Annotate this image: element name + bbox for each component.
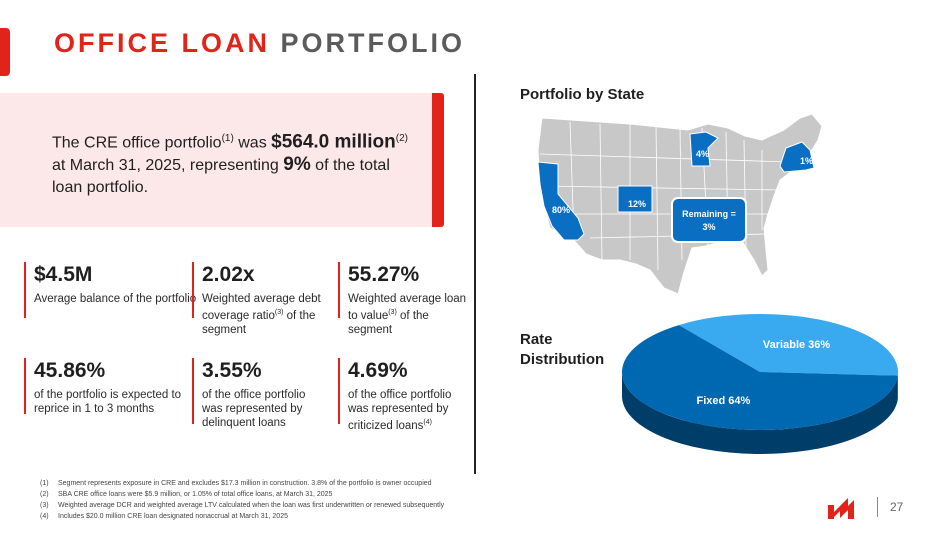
us-state-map: Remaining = 3% 80% 12% 4% 1% (537, 113, 823, 295)
page-number: 27 (890, 500, 904, 514)
pie-slice-side-fixed (622, 372, 898, 455)
summary-amount: $564.0 million (271, 131, 396, 153)
state-colorado (617, 185, 653, 213)
state-minnesota (689, 131, 719, 167)
stat-value: $4.5M (34, 263, 93, 286)
map-title: Portfolio by State (520, 86, 645, 103)
remaining-box: Remaining = 3% (671, 197, 747, 243)
stat-description: Weighted average loan to value(3) of the… (348, 293, 467, 336)
remaining-line-1: Remaining = (682, 209, 736, 219)
footnote-ref: (4) (423, 419, 432, 426)
remaining-line-2: 3% (702, 222, 715, 232)
footnote-ref: (3) (274, 309, 284, 316)
stat-description: Average balance of the portfolio (34, 293, 197, 305)
stat-description: of the office portfolio was represented … (348, 389, 452, 432)
stat-delinquent: 3.55% of the office portfolio was repres… (192, 358, 322, 429)
title-accent-bar (0, 28, 10, 76)
footnote-ref: (1) (221, 133, 234, 144)
summary-part: of the total loan portfolio. (52, 157, 390, 197)
pie-slice-variable (678, 314, 898, 376)
page-title: OFFICE LOAN PORTFOLIO (54, 28, 465, 59)
title-part-2: PORTFOLIO (280, 28, 466, 58)
summary-panel (0, 93, 432, 227)
stat-description: Weighted average debt coverage ratio(3) … (202, 293, 321, 336)
stat-debt-coverage-ratio: 2.02x Weighted average debt coverage rat… (192, 262, 328, 336)
stat-value: 55.27% (348, 263, 420, 286)
summary-text: The CRE office portfolio(1) was $564.0 m… (52, 128, 422, 199)
state-new-york (779, 141, 815, 173)
stat-value: 45.86% (34, 359, 106, 382)
pie-label-fixed: Fixed 64% (697, 395, 751, 407)
stat-value: 4.69% (348, 359, 408, 382)
footnote: (4) Includes $20.0 million CRE loan desig… (40, 513, 288, 520)
stat-value: 3.55% (202, 359, 262, 382)
footnote: (1) Segment represents exposure in CRE an… (40, 480, 432, 487)
page-number-separator (877, 497, 878, 517)
summary-part: The CRE office portfolio (52, 134, 222, 152)
label-colorado: 12% (628, 199, 646, 209)
pie-slice-fixed (622, 325, 898, 430)
footnote-ref: (3) (388, 309, 397, 316)
stat-criticized: 4.69% of the office portfolio was repres… (338, 358, 468, 432)
footnotes: (1) Segment represents exposure in CRE an… (40, 478, 444, 522)
title-part-1: OFFICE LOAN (54, 28, 270, 58)
company-logo (828, 498, 854, 519)
summary-part: at March 31, 2025, representing (52, 157, 284, 175)
stat-description: of the portfolio is expected to reprice … (34, 389, 182, 415)
state-california (537, 161, 585, 241)
stat-reprice: 45.86% of the portfolio is expected to r… (24, 358, 184, 415)
remaining-box-bg (671, 197, 747, 243)
column-divider (474, 74, 476, 474)
label-california: 80% (552, 205, 570, 215)
rate-distribution-title: Rate Distribution (520, 331, 605, 368)
summary-percentage: 9% (283, 154, 311, 176)
stat-loan-to-value: 55.27% Weighted average loan to value(3)… (338, 262, 468, 336)
stat-average-balance: $4.5M Average balance of the portfolio (24, 262, 200, 318)
stat-description: of the office portfolio was represented … (202, 389, 306, 429)
summary-part: was (233, 134, 272, 152)
footnote: (3) Weighted average DCR and weighted ave… (40, 502, 445, 509)
footnote: (2) SBA CRE office loans were $5.9 millio… (40, 491, 333, 498)
footnote-ref: (2) (395, 133, 408, 144)
pie-label-variable: Variable 36% (763, 339, 830, 351)
stat-value: 2.02x (202, 263, 255, 286)
label-new-york: 1% (800, 156, 813, 166)
summary-accent-bar (432, 93, 444, 227)
logo-mark (828, 498, 854, 519)
label-minnesota: 4% (696, 149, 709, 159)
rate-pie-chart: Variable 36% Fixed 64% (622, 314, 898, 455)
